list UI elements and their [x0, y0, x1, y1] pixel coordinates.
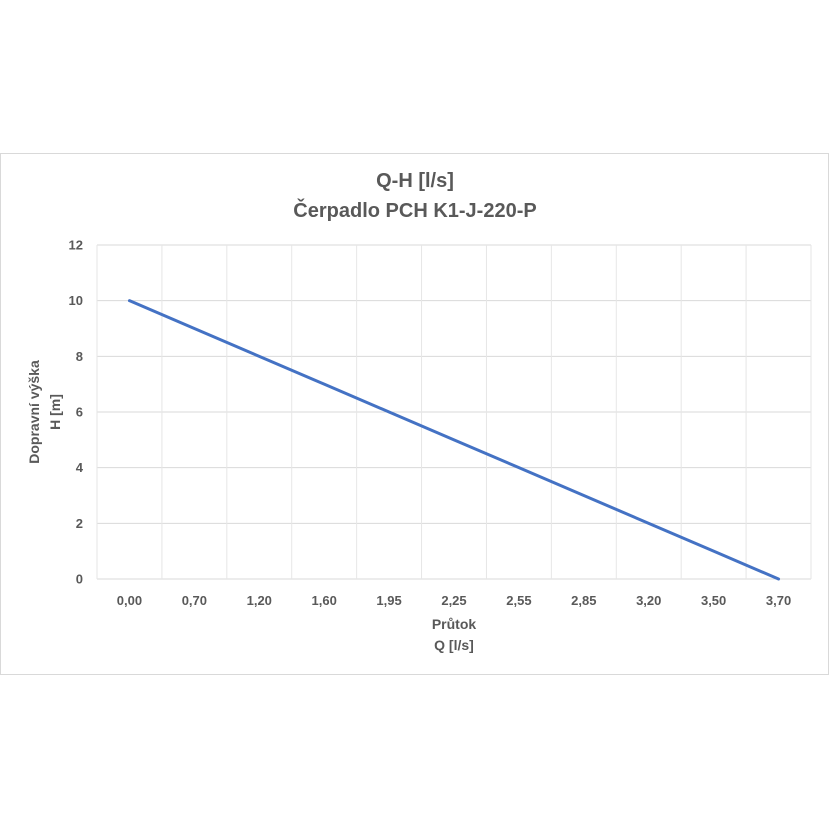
series-layer — [127, 299, 781, 581]
x-tick-label: 1,20 — [247, 593, 272, 608]
horizontal-gridlines — [97, 244, 811, 580]
x-tick-label: 0,00 — [117, 593, 142, 608]
x-tick-label: 2,55 — [506, 593, 531, 608]
y-tick-label: 0 — [76, 572, 83, 587]
x-tick-label: 3,50 — [701, 593, 726, 608]
x-tick-label: 2,25 — [441, 593, 466, 608]
x-axis-ticks: 0,00 0,70 1,20 1,60 1,95 2,25 2,55 2,85 3,20 3,50… — [117, 593, 791, 608]
x-axis-title-line-2: Q [l/s] — [434, 637, 474, 653]
y-axis-title-line-1: Dopravní výška — [26, 360, 42, 464]
y-axis-ticks: 0 2 4 6 8 10 12 — [69, 238, 84, 587]
x-axis-title-line-1: Průtok — [432, 616, 477, 632]
y-tick-label: 8 — [76, 349, 83, 364]
x-tick-label: 2,85 — [571, 593, 596, 608]
x-tick-label: 3,20 — [636, 593, 661, 608]
chart-area — [0, 153, 829, 675]
y-tick-label: 2 — [76, 516, 83, 531]
x-tick-label: 3,70 — [766, 593, 791, 608]
y-axis-title-line-2: H [m] — [47, 394, 63, 430]
x-tick-label: 1,95 — [376, 593, 401, 608]
series-line — [127, 299, 781, 581]
chart-subtitle: Čerpadlo PCH K1-J-220-P — [293, 200, 537, 222]
y-tick-label: 12 — [69, 238, 83, 253]
chart-title: Q-H [l/s] — [376, 170, 454, 192]
x-tick-label: 1,60 — [312, 593, 337, 608]
y-tick-label: 4 — [76, 460, 84, 475]
y-tick-label: 10 — [69, 293, 83, 308]
y-tick-label: 6 — [76, 405, 83, 420]
x-tick-label: 0,70 — [182, 593, 207, 608]
vertical-gridlines — [96, 245, 812, 579]
